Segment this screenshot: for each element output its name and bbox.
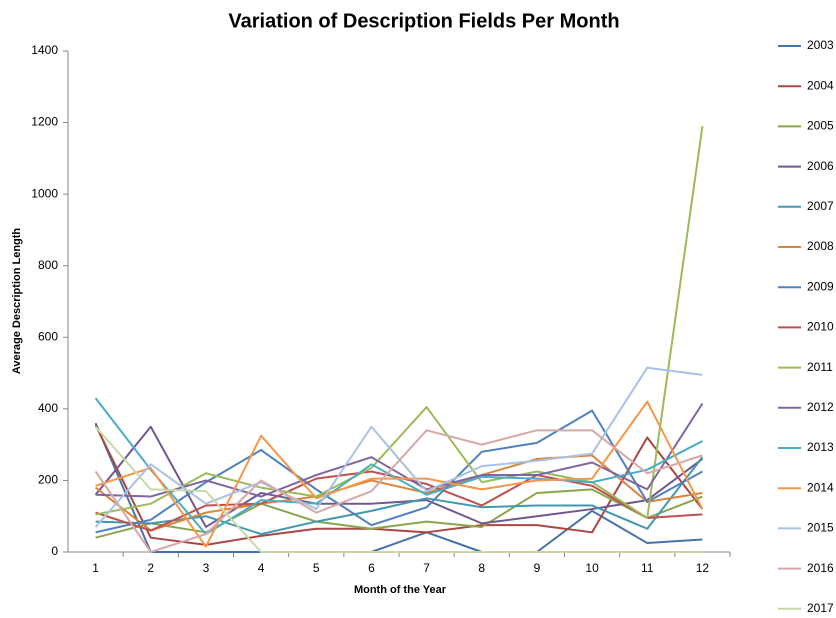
y-axis-title: Average Description Length bbox=[11, 228, 23, 375]
legend-label: 2011 bbox=[807, 360, 833, 374]
series-line bbox=[94, 454, 703, 532]
legend-label: 2017 bbox=[807, 601, 834, 615]
x-tick-label: 4 bbox=[258, 561, 265, 575]
legend-label: 2012 bbox=[807, 400, 834, 414]
x-tick-label: 8 bbox=[478, 561, 485, 575]
y-tick-label: 1200 bbox=[31, 115, 58, 129]
series-line bbox=[94, 366, 703, 528]
chart-title: Variation of Description Fields Per Mont… bbox=[228, 10, 619, 32]
series-line bbox=[95, 126, 704, 520]
x-tick-label: 6 bbox=[368, 561, 375, 575]
y-tick-label: 0 bbox=[51, 544, 58, 558]
x-tick-label: 3 bbox=[203, 561, 210, 575]
x-axis-title: Month of the Year bbox=[354, 584, 447, 596]
legend-label: 2005 bbox=[807, 119, 834, 133]
legend-label: 2004 bbox=[807, 78, 834, 92]
x-tick-label: 11 bbox=[641, 561, 654, 575]
legend-label: 2003 bbox=[807, 38, 834, 52]
series-line bbox=[95, 456, 704, 536]
x-tick-label: 7 bbox=[423, 561, 430, 575]
series-line bbox=[95, 409, 703, 534]
legend-label: 2007 bbox=[807, 199, 834, 213]
y-tick-label: 600 bbox=[38, 329, 58, 343]
y-tick-label: 1000 bbox=[31, 186, 58, 200]
series-line bbox=[95, 488, 703, 539]
legend-label: 2013 bbox=[807, 440, 834, 454]
legend-label: 2014 bbox=[807, 480, 834, 494]
x-tick-label: 2 bbox=[147, 561, 154, 575]
series-line bbox=[94, 426, 703, 553]
legend-label: 2010 bbox=[807, 320, 834, 334]
x-tick-label: 10 bbox=[585, 561, 599, 575]
legend-label: 2006 bbox=[807, 159, 834, 173]
y-tick-label: 800 bbox=[38, 258, 58, 272]
legend-label: 2016 bbox=[807, 561, 834, 575]
y-tick-label: 200 bbox=[38, 473, 58, 487]
y-tick-label: 1400 bbox=[31, 43, 58, 57]
series-line bbox=[95, 400, 704, 548]
legend-label: 2009 bbox=[807, 279, 834, 293]
x-tick-label: 9 bbox=[534, 561, 541, 575]
legend-label: 2008 bbox=[807, 239, 834, 253]
series-line bbox=[94, 429, 703, 553]
x-tick-label: 1 bbox=[92, 561, 99, 575]
legend-label: 2015 bbox=[807, 521, 834, 535]
series-line bbox=[94, 424, 704, 546]
y-tick-label: 400 bbox=[38, 401, 58, 415]
x-tick-label: 5 bbox=[313, 561, 320, 575]
x-tick-label: 12 bbox=[696, 561, 710, 575]
